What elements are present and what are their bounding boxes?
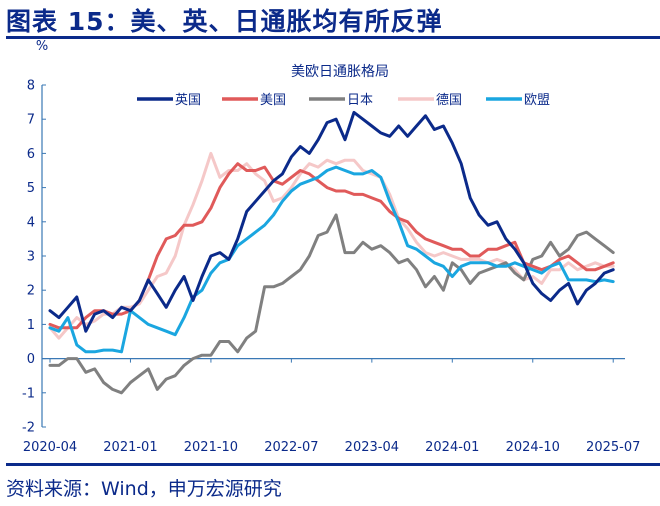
y-tick-label: 4 [27,215,35,230]
legend-item: 日本 [309,93,373,108]
x-tick-label: 2021-01 [103,440,157,455]
y-tick-label: 3 [27,250,35,265]
legend: 英国 美国 日本 德国 欧盟 [137,93,550,108]
legend-label: 欧盟 [524,93,550,108]
series-line-0 [48,110,615,333]
legend-label: 德国 [436,93,462,108]
source-note: 资料来源：Wind，申万宏源研究 [6,478,282,500]
x-tick-label: 2025-07 [586,440,640,455]
series-line-3 [48,151,615,340]
y-tick-label: 5 [27,181,35,196]
chart-title: 美欧日通胀格局 [291,64,389,80]
x-tick-label: 2023-04 [345,440,399,455]
y-tick-label: -2 [22,421,35,436]
legend-item: 英国 [137,93,201,108]
x-tick-label: 2022-07 [264,440,318,455]
x-tick-label: 2021-10 [184,440,238,455]
y-tick-label: 0 [27,352,35,367]
y-tick-label: 7 [27,113,35,128]
y-axis: -2 -1 0 1 2 3 4 5 6 7 8 [22,79,46,436]
series-line-4 [48,165,615,354]
y-tick-label: 1 [27,318,35,333]
legend-item: 德国 [398,93,462,108]
legend-label: 美国 [260,93,286,108]
x-tick-label: 2024-01 [425,440,479,455]
x-tick-label: 2020-04 [23,440,77,455]
line-chart: 美欧日通胀格局 % 英国 美国 日本 德国 欧盟 -2 -1 0 1 2 3 4 5 6 7 8 2020-… [22,39,640,455]
x-tick-label: 2024-10 [506,440,560,455]
x-axis: 2020-04 2021-01 2021-10 2022-07 2023-04 2024-… [23,358,640,455]
legend-label: 英国 [175,93,201,108]
legend-label: 日本 [347,93,373,108]
y-tick-label: -1 [22,386,35,401]
legend-item: 美国 [222,93,286,108]
y-tick-label: 2 [27,284,35,299]
y-tick-label: 6 [27,147,35,162]
legend-item: 欧盟 [486,93,550,108]
y-tick-label: 8 [27,79,35,94]
y-axis-unit: % [36,39,48,54]
figure-title: 图表 15：美、英、日通胀均有所反弹 [6,7,443,36]
bottom-divider [6,463,660,466]
top-divider [6,36,660,39]
series-lines [48,110,615,395]
series-line-1 [48,162,615,330]
series-line-2 [48,213,615,395]
